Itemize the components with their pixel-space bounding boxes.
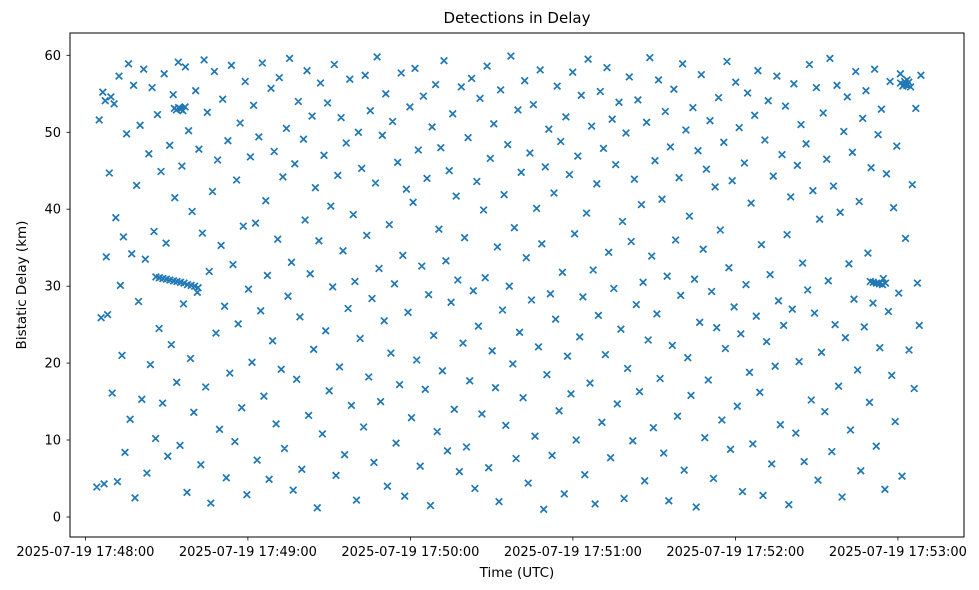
tick-marks: [66, 54, 899, 541]
scatter-points: [92, 52, 925, 514]
x-axis-label: Time (UTC): [479, 565, 555, 581]
x-tick-label: 2025-07-19 17:49:00: [179, 545, 317, 560]
y-tick-label: 60: [44, 49, 61, 64]
y-tick-label: 30: [44, 280, 61, 295]
x-tick-label: 2025-07-19 17:50:00: [341, 545, 479, 560]
y-axis-label: Bistatic Delay (km): [14, 221, 30, 350]
y-tick-label: 20: [44, 357, 61, 372]
chart-title: Detections in Delay: [444, 9, 591, 27]
x-tick-labels: 2025-07-19 17:48:00 2025-07-19 17:49:00 20…: [16, 545, 967, 560]
x-tick-label: 2025-07-19 17:52:00: [666, 545, 804, 560]
x-tick-label: 2025-07-19 17:48:00: [16, 545, 154, 560]
x-tick-label: 2025-07-19 17:51:00: [504, 545, 642, 560]
y-tick-label: 50: [44, 126, 61, 141]
y-tick-label: 10: [44, 434, 61, 449]
y-tick-label: 0: [53, 511, 61, 526]
y-tick-labels: 0 10 20 30 40 50 60: [44, 49, 61, 526]
y-tick-label: 40: [44, 203, 61, 218]
x-tick-label: 2025-07-19 17:53:00: [829, 545, 967, 560]
plot-border: [69, 32, 965, 538]
